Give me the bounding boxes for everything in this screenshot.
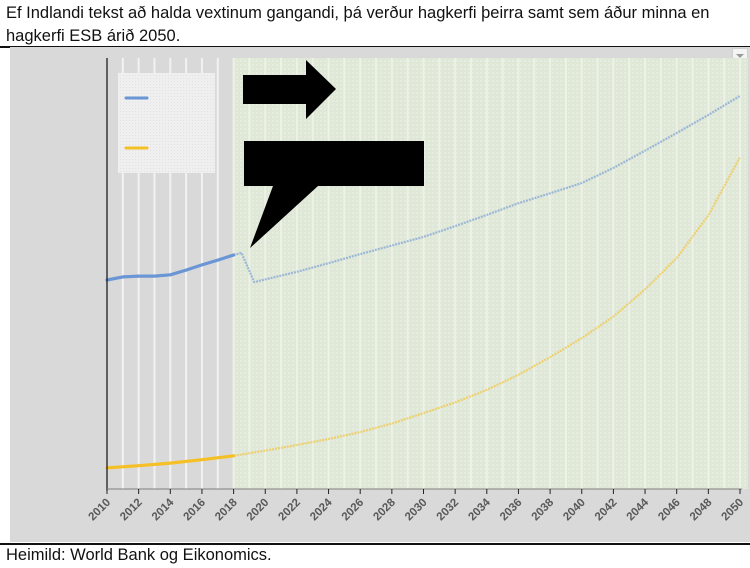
legend [118,73,215,173]
x-tick-label: 2024 [308,496,335,523]
x-tick-label: 2020 [245,497,272,524]
x-tick-label: 2044 [625,496,652,523]
x-tick-label: 2012 [118,497,145,524]
forecast-shading [233,58,749,489]
x-tick-label: 2038 [530,496,557,523]
axes [106,58,742,494]
x-tick-label: 2022 [276,497,303,524]
x-tick-label: 2030 [403,497,430,524]
right-arrow-icon [243,60,336,119]
x-tick-label: 2028 [371,496,398,523]
x-tick-label: 2026 [340,497,367,524]
x-tick-label: 2046 [656,497,683,524]
x-tick-label: 2010 [87,497,114,524]
x-tick-label: 2018 [213,496,240,523]
x-tick-label: 2050 [720,497,747,524]
x-tick-label: 2016 [181,497,208,524]
x-axis-labels: 2010 2012 2014 2016 2018 2020 2022 2024 2026 2028… [87,496,747,523]
x-tick-label: 2034 [466,496,493,523]
series-yellow-forecast [233,156,741,457]
x-tick-label: 2036 [498,497,525,524]
series-blue-historical [105,253,236,282]
legend-box [118,73,215,173]
annotations [243,60,424,248]
forecast-region [233,58,749,489]
chart-caption: Ef Indlandi tekst að halda vextinum gang… [6,4,710,45]
series-lines [105,94,741,470]
series-blue-forecast [233,94,741,284]
source-caption: Heimild: World Bank og Eikonomics. [6,546,272,564]
x-tick-label: 2042 [593,497,620,524]
x-tick-label: 2040 [561,497,588,524]
bottom-divider [0,543,750,545]
series-yellow-historical [105,454,236,470]
top-divider [0,46,750,48]
callout-box [244,141,424,248]
x-tick-label: 2014 [150,496,177,523]
x-tick-label: 2032 [435,497,462,524]
x-tick-label: 2048 [688,496,715,523]
